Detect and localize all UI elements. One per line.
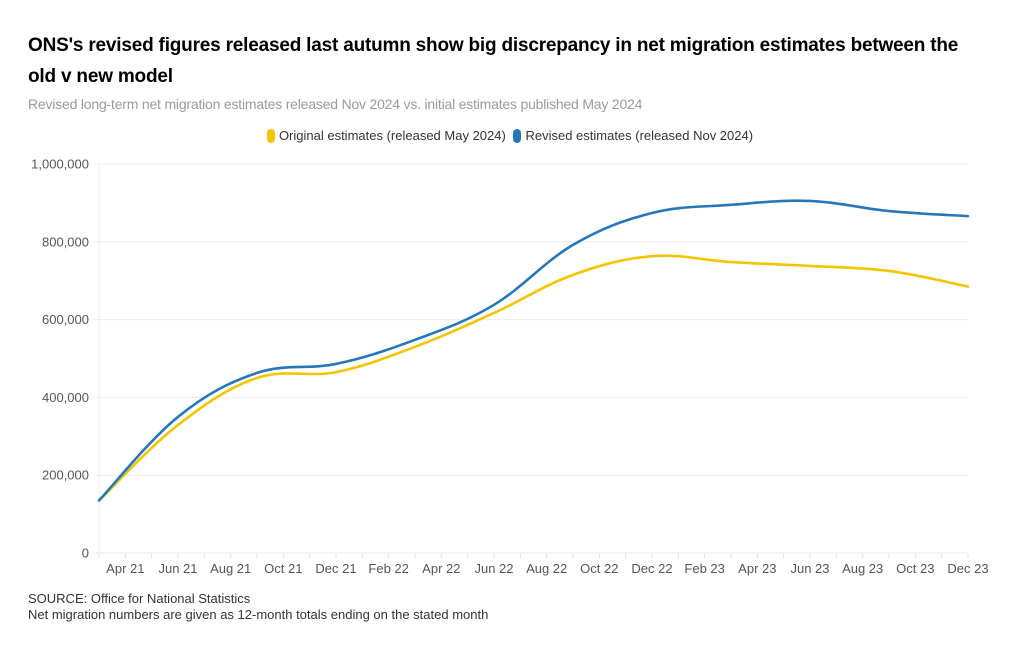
series-line-original (97, 254, 970, 502)
y-tick-label: 600,000 (42, 312, 89, 327)
y-axis: 0 200,000 400,000 600,000 800,000 1,000,000 (31, 157, 89, 561)
gridlines (93, 163, 968, 554)
x-tick-label: Dec 22 (631, 561, 672, 576)
x-tick-label: Aug 22 (526, 561, 567, 576)
x-tick-label: Feb 22 (368, 561, 408, 576)
x-tick-label: Feb 23 (684, 561, 724, 576)
legend-label-original: Original estimates (released May 2024) (278, 128, 506, 143)
legend-item-original[interactable]: Original estimates (released May 2024) (266, 128, 506, 143)
y-tick-label: 0 (82, 546, 89, 561)
x-tick-label: Oct 21 (264, 561, 302, 576)
x-tick-label: Apr 21 (106, 561, 144, 576)
legend: Original estimates (released May 2024) R… (0, 128, 1020, 146)
y-tick-label: 800,000 (42, 234, 89, 249)
x-tick-label: Aug 23 (842, 561, 883, 576)
series-lines (97, 199, 970, 502)
x-tick-label: Dec 23 (947, 561, 988, 576)
chart-subtitle: Revised long-term net migration estimate… (28, 96, 643, 112)
x-axis: Apr 21 Jun 21 Aug 21 Oct 21 Dec 21 Feb 22 Apr … (98, 553, 989, 576)
x-tick-label: Aug 21 (210, 561, 251, 576)
x-tick-label: Apr 22 (422, 561, 460, 576)
legend-label-revised: Revised estimates (released Nov 2024) (525, 128, 754, 143)
x-tick-label: Jun 23 (790, 561, 829, 576)
y-tick-label: 400,000 (42, 390, 89, 405)
x-tick-label: Dec 21 (315, 561, 356, 576)
footer: SOURCE: Office for National Statistics N… (28, 591, 488, 623)
series-line-revised (97, 199, 970, 502)
x-tick-label: Apr 23 (738, 561, 776, 576)
x-tick-label: Oct 22 (580, 561, 618, 576)
source-note: SOURCE: Office for National Statistics (28, 591, 251, 606)
legend-item-revised[interactable]: Revised estimates (released Nov 2024) (513, 128, 753, 143)
methodology-note: Net migration numbers are given as 12-mo… (28, 607, 489, 622)
x-tick-label: Oct 23 (896, 561, 934, 576)
legend-swatch-revised (513, 128, 522, 143)
x-tick-label: Jun 22 (474, 561, 513, 576)
x-tick-label: Jun 21 (158, 561, 197, 576)
y-tick-label: 200,000 (42, 468, 89, 483)
legend-swatch-original (266, 128, 275, 143)
y-tick-label: 1,000,000 (31, 157, 89, 172)
chart-title: ONS's revised figures released last autu… (28, 35, 959, 87)
